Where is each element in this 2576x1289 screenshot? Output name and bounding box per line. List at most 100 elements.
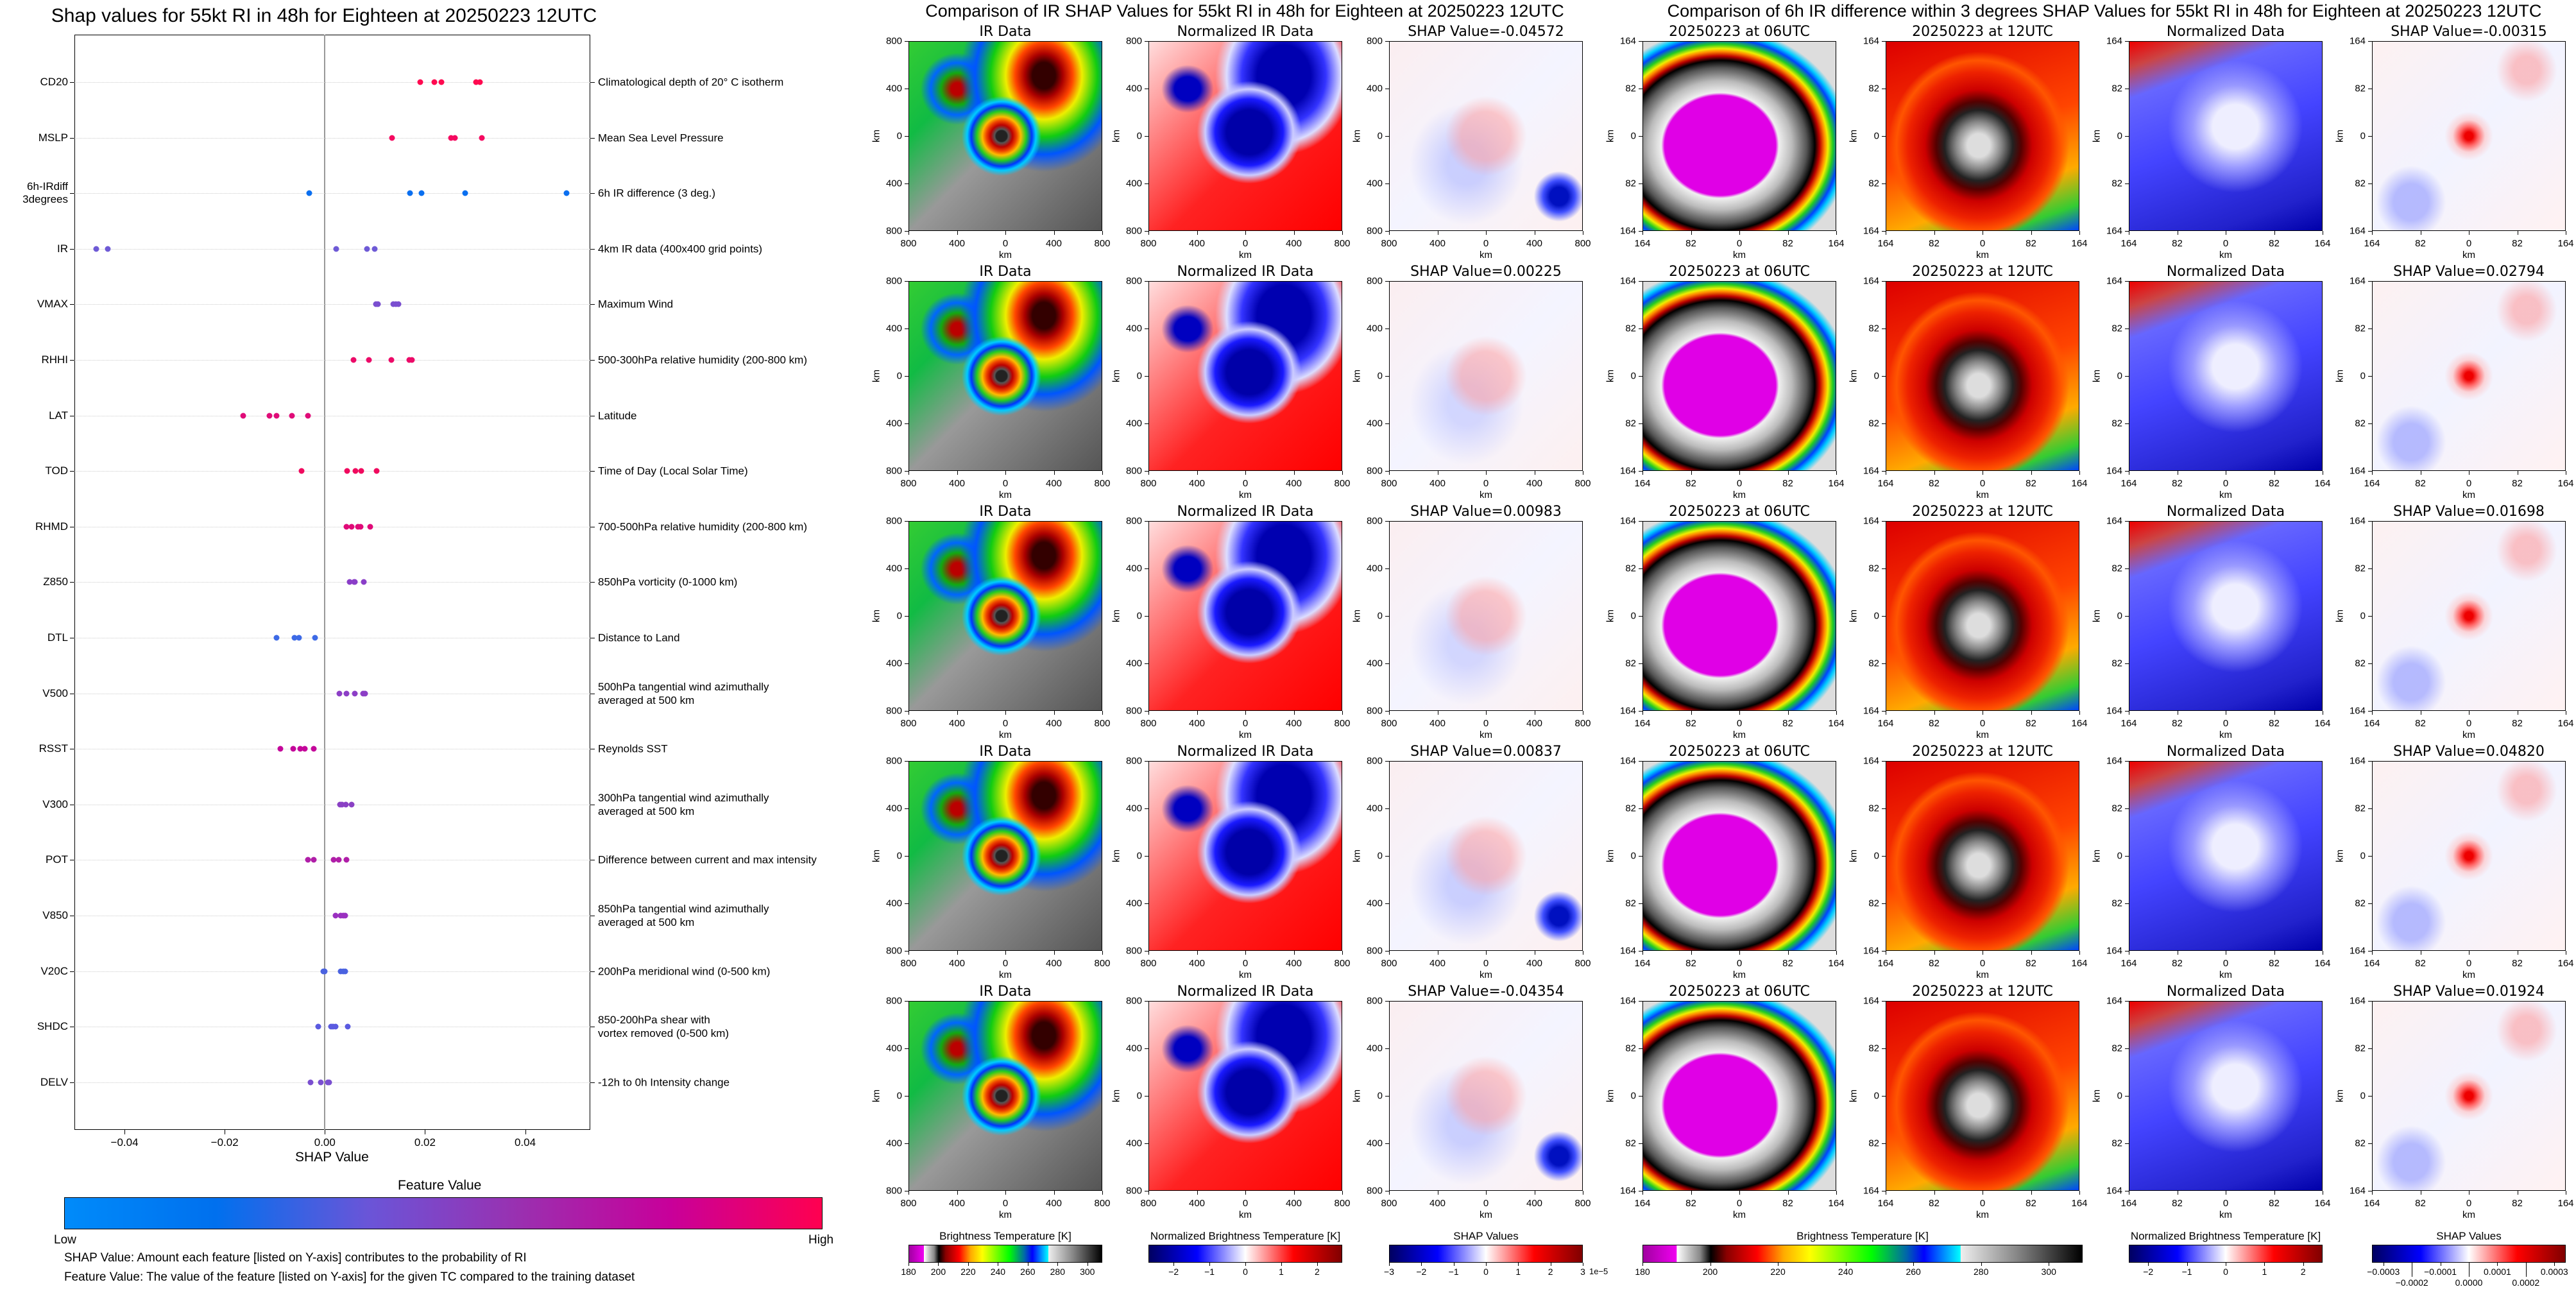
y-tick-label: 400 — [1125, 1138, 1142, 1149]
x-tick-label: 164 — [1877, 238, 1894, 249]
x-tick-mark — [957, 471, 958, 475]
x-axis-label: km — [1733, 250, 1746, 260]
x-tick-label: 82 — [1929, 478, 1940, 489]
x-tick-mark — [1102, 1191, 1103, 1195]
x-tick-mark — [1642, 1191, 1643, 1195]
x-tick-label: 82 — [1782, 958, 1793, 969]
x-tick-label: 82 — [2269, 478, 2280, 489]
shap-value-title: SHAP Value=0.00225 — [1410, 264, 1562, 280]
shap-point — [306, 190, 312, 196]
y-tick-label: 164 — [2106, 275, 2122, 287]
y-tick-mark — [1145, 41, 1148, 42]
x-tick-mark — [1245, 231, 1246, 235]
y-tick-label: 800 — [1125, 995, 1142, 1007]
y-tick-mark — [2125, 1048, 2129, 1049]
colorbar-label: Normalized Brightness Temperature [K] — [1150, 1230, 1341, 1242]
ir-figure-title: Comparison of IR SHAP Values for 55kt RI… — [925, 1, 1564, 21]
x-tick-mark — [1005, 711, 1006, 715]
x-tick-label: 82 — [2269, 958, 2280, 969]
row-gridline — [74, 582, 590, 583]
y-tick-label: 800 — [1125, 755, 1142, 767]
shap-point — [332, 912, 339, 919]
x-tick-mark — [2031, 471, 2032, 475]
feature-code-label: SHDC — [37, 1020, 68, 1033]
x-tick-label: 0.02 — [414, 1136, 436, 1148]
y-tick-mark — [1385, 808, 1389, 809]
x-tick-mark — [2274, 471, 2275, 475]
y-tick-mark — [1145, 568, 1148, 569]
x-tick-label: 82 — [2026, 718, 2036, 729]
x-tick-label: 164 — [2364, 238, 2380, 249]
feature-description-label: Time of Day (Local Solar Time) — [598, 465, 748, 477]
x-tick-label: 400 — [948, 1198, 966, 1209]
x-tick-label: 800 — [900, 1198, 917, 1209]
feature-code-label: RHMD — [35, 520, 68, 533]
shap-point — [417, 79, 423, 85]
shap-point — [389, 135, 395, 141]
y-tick-label: 82 — [2111, 178, 2122, 189]
x-tick-label: 400 — [1526, 958, 1543, 969]
y-tick-mark — [70, 193, 74, 194]
y-tick-mark — [1639, 808, 1642, 809]
y-tick-label: 82 — [1868, 178, 1879, 189]
x-tick-mark — [957, 1191, 958, 1195]
x-tick-label: 164 — [1634, 478, 1651, 489]
x-tick-mark — [1934, 711, 1935, 715]
x-tick-mark — [1787, 1191, 1789, 1195]
y-tick-mark — [1145, 1001, 1148, 1002]
y-tick-label: 164 — [2106, 755, 2122, 767]
y-tick-mark — [1145, 951, 1148, 952]
panel-title: 20250223 at 06UTC — [1669, 504, 1810, 520]
colorbar-tick-mark — [1281, 1263, 1282, 1266]
panel-title: 20250223 at 12UTC — [1912, 504, 2053, 520]
row-gridline — [74, 471, 590, 472]
y-tick-label: 164 — [1863, 1185, 1879, 1197]
y-tick-label: 82 — [2111, 898, 2122, 909]
y-tick-label: 0 — [1630, 130, 1636, 142]
y-tick-mark — [1385, 568, 1389, 569]
y-tick-mark — [905, 951, 908, 952]
colorbar-tick-label: 2 — [1548, 1267, 1553, 1277]
y-tick-mark — [1145, 471, 1148, 472]
y-tick-mark — [1639, 136, 1642, 137]
y-axis-label: km — [1605, 1089, 1616, 1102]
x-tick-label: 800 — [1381, 718, 1397, 729]
x-tick-mark — [1005, 471, 1006, 475]
x-axis-label: km — [1239, 969, 1252, 980]
y-tick-label: 164 — [2106, 1185, 2122, 1197]
y-tick-mark — [905, 568, 908, 569]
x-tick-label: 800 — [1334, 958, 1351, 969]
shap-point — [462, 190, 468, 196]
y-tick-label: 400 — [885, 83, 902, 94]
x-tick-label: 0 — [2222, 478, 2229, 489]
y-axis-label: km — [1111, 849, 1122, 862]
y-tick-label: 82 — [1625, 1138, 1636, 1149]
y-tick-mark — [2125, 471, 2129, 472]
shap-point — [452, 135, 458, 141]
shap-point — [305, 857, 311, 863]
x-tick-label: 164 — [1634, 718, 1651, 729]
y-tick-mark — [905, 136, 908, 137]
y-tick-mark — [2125, 568, 2129, 569]
x-axis-label: km — [1976, 490, 1989, 500]
x-tick-label: 0 — [2222, 238, 2229, 249]
colorbar-tick-label: −1 — [2181, 1267, 2192, 1277]
y-tick-mark — [1639, 471, 1642, 472]
x-tick-label: 400 — [1429, 718, 1446, 729]
y-tick-label: 800 — [885, 1185, 902, 1197]
x-tick-mark — [2079, 231, 2080, 235]
y-tick-label: 400 — [885, 178, 902, 189]
y-tick-mark — [2125, 231, 2129, 232]
y-tick-label: 164 — [1619, 225, 1636, 237]
x-tick-label: 0 — [1736, 238, 1743, 249]
y-tick-mark — [1639, 761, 1642, 762]
feature-code-label: POT — [46, 853, 68, 866]
y-tick-label: 0 — [1630, 1090, 1636, 1102]
x-tick-mark — [1934, 951, 1935, 955]
ir-12utc-image — [1886, 761, 2079, 951]
y-axis-label: km — [871, 130, 882, 142]
y-tick-label: 800 — [1366, 995, 1383, 1007]
x-tick-label: 82 — [2415, 1198, 2426, 1209]
y2-tick-mark — [590, 304, 595, 305]
x-tick-mark — [2274, 1191, 2275, 1195]
